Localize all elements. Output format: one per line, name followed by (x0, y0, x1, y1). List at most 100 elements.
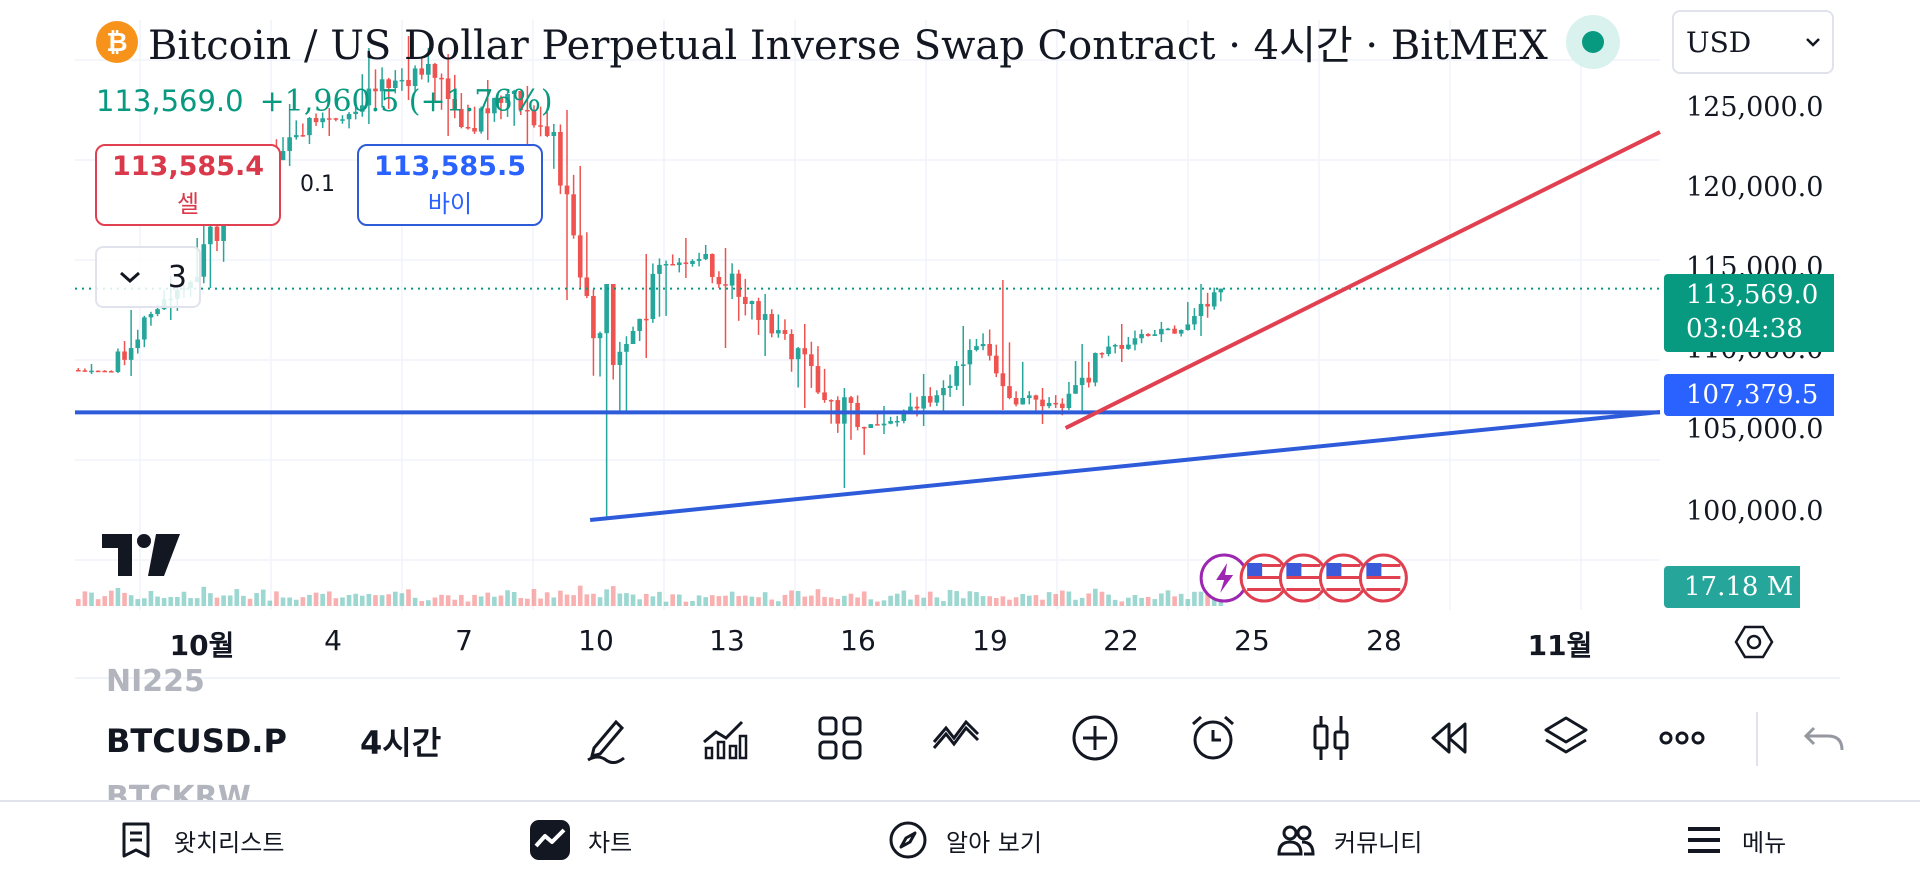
indicators-icon[interactable] (696, 710, 752, 766)
more-dots-icon[interactable] (1654, 710, 1710, 766)
candle-body (102, 370, 108, 373)
bolt-event-icon[interactable] (1199, 553, 1249, 603)
alarm-clock-icon[interactable] (1185, 710, 1241, 766)
volume-bar (419, 600, 425, 606)
volume-bar (485, 592, 491, 606)
volume-bar (934, 597, 940, 606)
quantity-dropdown[interactable]: 3 (95, 246, 201, 308)
candle-body (1079, 377, 1085, 386)
buy-price: 113,585.5 (373, 151, 527, 182)
candle-body (571, 194, 576, 236)
volume-bar (624, 593, 629, 606)
volume-bar (379, 595, 385, 606)
patterns-icon[interactable] (928, 710, 984, 766)
candle-body (1172, 328, 1177, 334)
volume-bar (577, 585, 583, 606)
sell-button[interactable]: 113,585.4 셀 (95, 144, 281, 226)
candle-body (630, 330, 636, 344)
buy-button[interactable]: 113,585.5 바이 (357, 144, 543, 226)
volume-bar (241, 595, 246, 606)
time-axis-label: 22 (1103, 624, 1139, 657)
volume-bar (326, 591, 332, 606)
price-axis-label: 105,000.0 (1686, 414, 1824, 445)
volume-bar (921, 597, 926, 606)
volume-bar (617, 593, 623, 606)
nav-explore[interactable]: 알아 보기 (888, 820, 1042, 860)
blue-trend-line (589, 410, 1661, 522)
layers-icon[interactable] (1538, 710, 1594, 766)
candle-body (320, 118, 325, 123)
volume-bar (280, 597, 286, 606)
time-axis-label: 28 (1366, 624, 1402, 657)
volume-bar (848, 593, 854, 606)
symbol-name[interactable]: BTCUSD.P (106, 722, 287, 760)
candle-body (703, 254, 709, 260)
volume-bar (260, 589, 266, 606)
chart-settings-icon[interactable] (1734, 622, 1774, 662)
nav-chart[interactable]: 차트 (530, 820, 632, 860)
volume-bar (610, 586, 616, 606)
add-circle-icon[interactable] (1067, 710, 1123, 766)
volume-bar (1205, 590, 1210, 606)
symbol-picker-prev[interactable]: NI225 (106, 664, 205, 699)
candle-body (392, 80, 398, 88)
replay-rewind-icon[interactable] (1421, 710, 1477, 766)
nav-watchlist[interactable]: 왓치리스트 (116, 820, 284, 860)
volume-bar (208, 593, 213, 606)
hamburger-menu-icon (1688, 827, 1720, 853)
candle-body (980, 344, 986, 347)
candle-body (1145, 334, 1151, 336)
candle-body (894, 420, 900, 423)
candlestick-type-icon[interactable] (1303, 710, 1359, 766)
red-trend-line (1064, 130, 1661, 430)
candle-body (564, 185, 570, 195)
chart-area[interactable]: ₿ Bitcoin / US Dollar Perpetual Inverse … (0, 0, 1920, 680)
candle-body (723, 284, 728, 286)
time-axis-label: 19 (972, 624, 1008, 657)
candle-body (498, 97, 504, 103)
candle-body (75, 370, 81, 372)
volume-bar (254, 593, 259, 606)
candle-body (122, 351, 127, 360)
candle-body (604, 284, 609, 334)
candle-body (809, 354, 814, 367)
chevron-down-icon (1806, 38, 1820, 47)
volume-bar (888, 595, 893, 606)
volume-bar (703, 597, 709, 606)
candle-body (637, 318, 642, 331)
volume-bar (531, 589, 537, 606)
symbol-picker-next[interactable]: BTCKRW (106, 780, 251, 800)
candle-body (1000, 373, 1006, 387)
volume-bar (148, 590, 154, 606)
candle-body (888, 421, 893, 424)
nav-menu[interactable]: 메뉴 (1684, 820, 1786, 860)
candle-body (577, 235, 583, 278)
interval-selector[interactable]: 4시간 (360, 724, 442, 762)
volume-bar (142, 598, 147, 606)
volume-bars (75, 585, 1224, 606)
us-flag-icon[interactable] (1278, 553, 1328, 603)
volume-bar (1000, 596, 1006, 606)
chart-overlays (75, 130, 1661, 522)
candle-body (960, 364, 966, 367)
candle-body (1106, 346, 1111, 354)
nav-community[interactable]: 커뮤니티 (1276, 820, 1422, 860)
volume-bar (987, 596, 992, 606)
price-chart[interactable] (0, 0, 1920, 680)
candle-body (155, 309, 160, 314)
candle-body (802, 348, 808, 355)
last-price-tag-value: 113,569.0 (1686, 280, 1819, 310)
layouts-grid-icon[interactable] (812, 710, 868, 766)
event-markers[interactable] (1199, 553, 1408, 603)
volume-bar (307, 594, 312, 606)
currency-select[interactable]: USD (1672, 10, 1834, 74)
candle-body (848, 397, 854, 403)
candle-body (974, 346, 979, 350)
drawing-pen-icon[interactable] (578, 710, 634, 766)
volume-bar (155, 596, 160, 606)
us-flag-icon[interactable] (1358, 553, 1408, 603)
chart-icon (530, 820, 570, 860)
live-status-icon[interactable] (1565, 15, 1620, 69)
candle-body (683, 262, 689, 264)
undo-arrow-icon[interactable] (1796, 710, 1852, 766)
